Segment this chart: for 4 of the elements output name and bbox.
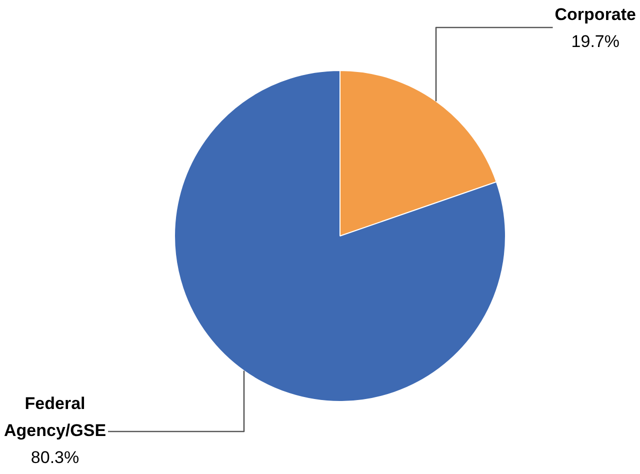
- slice-label: Corporate: [554, 5, 636, 24]
- data-label: 19.7%: [571, 32, 620, 52]
- data-label: 80.3%: [30, 448, 80, 468]
- slice-label: Federal Agency/GSE: [4, 394, 106, 440]
